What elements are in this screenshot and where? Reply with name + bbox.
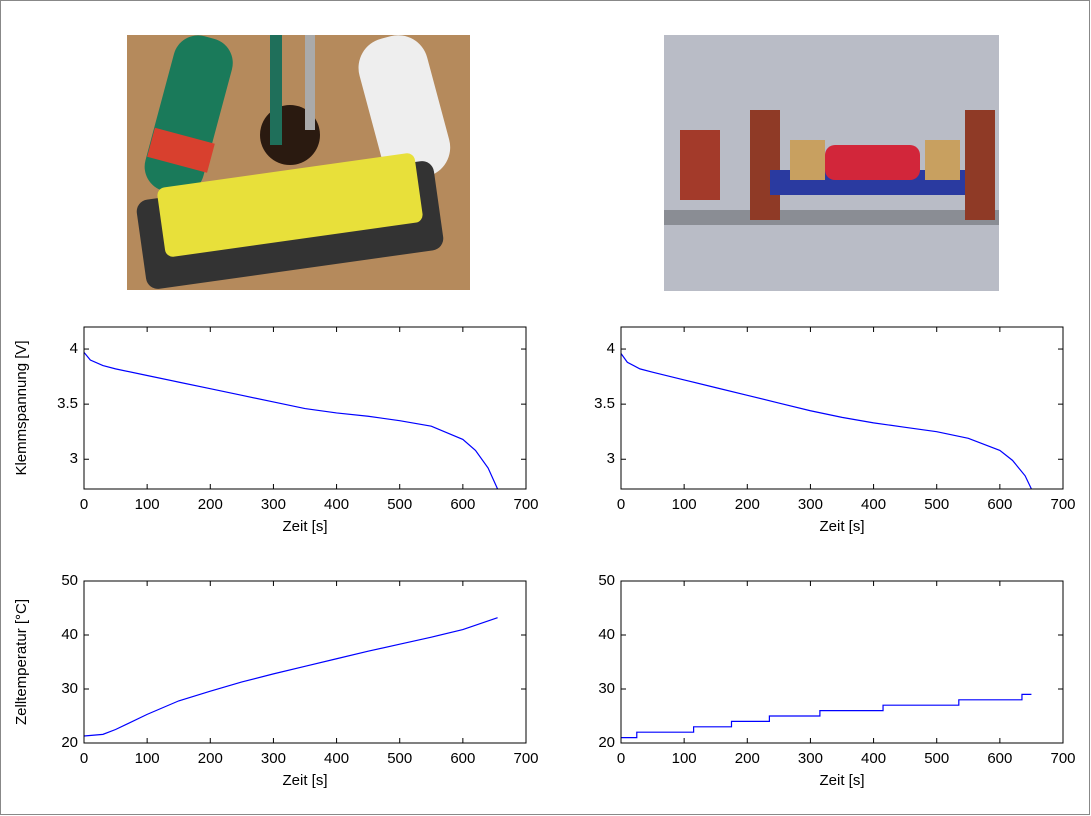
x-tick-label: 600 <box>450 496 475 513</box>
x-tick-label: 400 <box>324 750 349 767</box>
y-tick-label: 30 <box>61 680 78 697</box>
plot-area <box>84 581 526 743</box>
x-tick-label: 200 <box>198 750 223 767</box>
x-tick-label: 200 <box>735 496 760 513</box>
x-tick-label: 300 <box>261 750 286 767</box>
x-tick-label: 300 <box>798 750 823 767</box>
x-axis-label: Zeit [s] <box>282 772 327 789</box>
x-tick-label: 400 <box>861 750 886 767</box>
y-tick-label: 50 <box>598 572 615 589</box>
x-tick-label: 400 <box>861 496 886 513</box>
x-tick-label: 700 <box>1050 496 1075 513</box>
y-tick-label: 20 <box>61 734 78 751</box>
y-tick-label: 30 <box>598 680 615 697</box>
x-tick-label: 700 <box>513 750 538 767</box>
y-tick-label: 50 <box>61 572 78 589</box>
x-tick-label: 100 <box>135 496 160 513</box>
y-tick-label: 4 <box>70 340 78 357</box>
x-tick-label: 600 <box>987 496 1012 513</box>
x-axis-label: Zeit [s] <box>819 518 864 535</box>
x-axis-label: Zeit [s] <box>819 772 864 789</box>
x-tick-label: 0 <box>80 496 88 513</box>
x-tick-label: 400 <box>324 496 349 513</box>
x-tick-label: 700 <box>1050 750 1075 767</box>
y-tick-label: 40 <box>598 626 615 643</box>
x-axis-label: Zeit [s] <box>282 518 327 535</box>
x-tick-label: 500 <box>924 750 949 767</box>
y-tick-label: 3.5 <box>57 395 78 412</box>
x-tick-label: 300 <box>261 496 286 513</box>
x-tick-label: 500 <box>924 496 949 513</box>
y-tick-label: 3 <box>70 450 78 467</box>
plot-area <box>621 581 1063 743</box>
x-tick-label: 200 <box>735 750 760 767</box>
x-tick-label: 0 <box>617 496 625 513</box>
photo-right <box>664 35 999 291</box>
x-tick-label: 100 <box>135 750 160 767</box>
x-tick-label: 100 <box>672 496 697 513</box>
y-tick-label: 3.5 <box>594 395 615 412</box>
y-axis-label: Zelltemperatur [°C] <box>13 599 30 725</box>
plot-area <box>621 327 1063 489</box>
photo-left <box>127 28 470 290</box>
x-tick-label: 100 <box>672 750 697 767</box>
x-tick-label: 0 <box>80 750 88 767</box>
y-tick-label: 3 <box>607 450 615 467</box>
x-tick-label: 700 <box>513 496 538 513</box>
x-tick-label: 200 <box>198 496 223 513</box>
y-tick-label: 20 <box>598 734 615 751</box>
y-tick-label: 4 <box>607 340 615 357</box>
x-tick-label: 0 <box>617 750 625 767</box>
y-tick-label: 40 <box>61 626 78 643</box>
x-tick-label: 500 <box>387 496 412 513</box>
x-tick-label: 600 <box>987 750 1012 767</box>
y-axis-label: Klemmspannung [V] <box>13 340 30 475</box>
x-tick-label: 500 <box>387 750 412 767</box>
figure: 010020030040050060070033.54Zeit [s]Klemm… <box>0 0 1091 816</box>
x-tick-label: 300 <box>798 496 823 513</box>
x-tick-label: 600 <box>450 750 475 767</box>
